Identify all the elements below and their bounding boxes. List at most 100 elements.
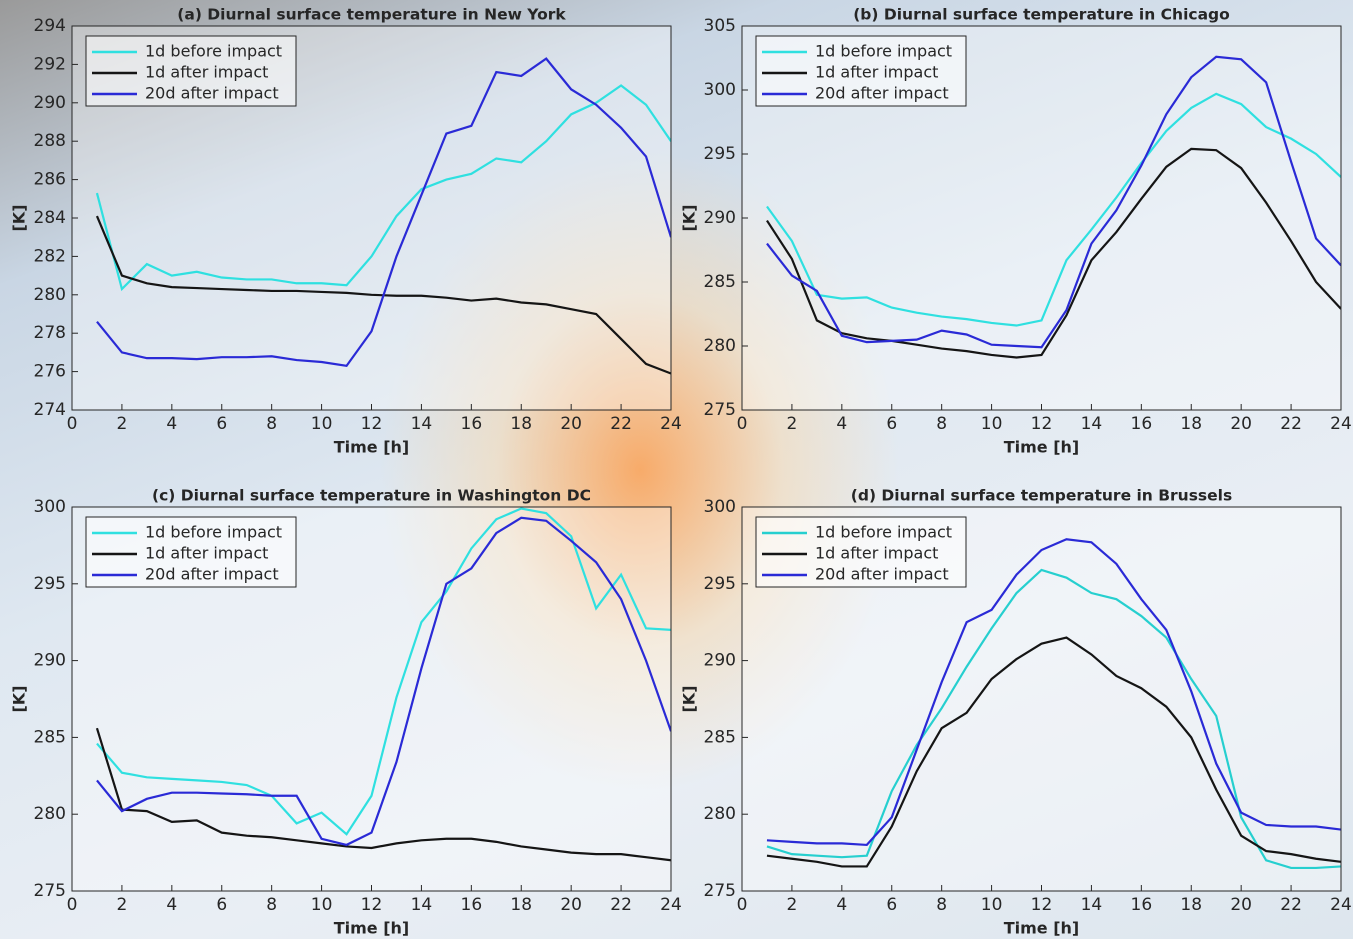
- y-tick-label: 275: [704, 881, 736, 901]
- y-tick-label: 275: [704, 400, 736, 420]
- x-tick-label: 0: [67, 414, 78, 434]
- x-tick-label: 22: [1280, 895, 1302, 915]
- y-tick-label: 295: [704, 574, 736, 594]
- y-tick-label: 300: [34, 497, 66, 517]
- y-tick-label: 284: [34, 208, 66, 228]
- y-tick-label: 280: [34, 285, 66, 305]
- x-tick-label: 4: [166, 895, 177, 915]
- x-tick-label: 14: [411, 895, 433, 915]
- x-tick-label: 0: [67, 895, 78, 915]
- y-tick-label: 290: [704, 208, 736, 228]
- x-tick-label: 14: [1081, 414, 1103, 434]
- y-axis-label: [K]: [680, 204, 699, 231]
- y-axis-label: [K]: [10, 685, 29, 712]
- y-tick-label: 300: [704, 497, 736, 517]
- x-tick-label: 4: [836, 895, 847, 915]
- y-tick-label: 286: [34, 170, 66, 190]
- x-tick-label: 18: [510, 895, 532, 915]
- y-tick-label: 290: [34, 651, 66, 671]
- x-tick-label: 14: [1081, 895, 1103, 915]
- x-tick-label: 20: [1230, 414, 1252, 434]
- x-tick-label: 2: [787, 414, 798, 434]
- x-tick-label: 12: [1031, 895, 1053, 915]
- x-tick-label: 6: [216, 895, 227, 915]
- x-tick-label: 10: [981, 414, 1003, 434]
- x-tick-label: 22: [1280, 414, 1302, 434]
- y-tick-label: 288: [34, 131, 66, 151]
- x-tick-label: 2: [787, 895, 798, 915]
- x-tick-label: 10: [311, 414, 333, 434]
- legend-label: 20d after impact: [815, 565, 949, 584]
- y-tick-label: 300: [704, 80, 736, 100]
- chart-title: (a) Diurnal surface temperature in New Y…: [177, 6, 566, 24]
- legend-label: 1d before impact: [815, 523, 952, 542]
- x-tick-label: 10: [311, 895, 333, 915]
- page: 0246810121416182022242742762782802822842…: [0, 0, 1353, 939]
- legend-label: 1d after impact: [815, 544, 938, 563]
- legend-label: 1d before impact: [815, 42, 952, 61]
- y-tick-label: 280: [704, 336, 736, 356]
- figure: 0246810121416182022242742762782802822842…: [0, 0, 1353, 939]
- x-tick-label: 22: [610, 414, 632, 434]
- legend-label: 20d after impact: [815, 84, 949, 103]
- legend-label: 20d after impact: [145, 84, 279, 103]
- chart-title: (c) Diurnal surface temperature in Washi…: [152, 487, 591, 505]
- x-tick-label: 16: [461, 895, 483, 915]
- x-tick-label: 24: [1330, 414, 1352, 434]
- chart-title: (b) Diurnal surface temperature in Chica…: [853, 6, 1230, 24]
- x-tick-label: 24: [1330, 895, 1352, 915]
- x-tick-label: 6: [886, 414, 897, 434]
- x-tick-label: 20: [560, 895, 582, 915]
- y-tick-label: 295: [704, 144, 736, 164]
- y-tick-label: 294: [34, 16, 66, 36]
- x-tick-label: 18: [1180, 414, 1202, 434]
- y-tick-label: 295: [34, 574, 66, 594]
- x-axis-label: Time [h]: [1004, 919, 1080, 938]
- x-axis-label: Time [h]: [334, 438, 410, 457]
- x-tick-label: 4: [166, 414, 177, 434]
- y-tick-label: 290: [704, 651, 736, 671]
- x-tick-label: 16: [1131, 895, 1153, 915]
- x-tick-label: 20: [1230, 895, 1252, 915]
- x-tick-label: 22: [610, 895, 632, 915]
- x-tick-label: 18: [510, 414, 532, 434]
- y-tick-label: 285: [704, 272, 736, 292]
- x-tick-label: 24: [660, 414, 682, 434]
- legend-label: 1d before impact: [145, 42, 282, 61]
- legend-label: 1d before impact: [145, 523, 282, 542]
- y-tick-label: 292: [34, 54, 66, 74]
- x-tick-label: 0: [737, 895, 748, 915]
- y-tick-label: 280: [34, 804, 66, 824]
- x-tick-label: 8: [936, 414, 947, 434]
- y-tick-label: 282: [34, 246, 66, 266]
- x-tick-label: 2: [117, 414, 128, 434]
- y-axis-label: [K]: [10, 204, 29, 231]
- x-tick-label: 6: [886, 895, 897, 915]
- y-tick-label: 275: [34, 881, 66, 901]
- y-tick-label: 280: [704, 804, 736, 824]
- x-tick-label: 2: [117, 895, 128, 915]
- x-tick-label: 20: [560, 414, 582, 434]
- y-tick-label: 285: [704, 727, 736, 747]
- legend-label: 1d after impact: [145, 544, 268, 563]
- chart-title: (d) Diurnal surface temperature in Bruss…: [851, 487, 1232, 505]
- x-tick-label: 12: [361, 414, 383, 434]
- x-tick-label: 16: [461, 414, 483, 434]
- legend-label: 1d after impact: [145, 63, 268, 82]
- x-tick-label: 8: [266, 414, 277, 434]
- x-tick-label: 8: [266, 895, 277, 915]
- x-tick-label: 18: [1180, 895, 1202, 915]
- x-tick-label: 8: [936, 895, 947, 915]
- y-tick-label: 274: [34, 400, 66, 420]
- x-tick-label: 12: [361, 895, 383, 915]
- x-axis-label: Time [h]: [1004, 438, 1080, 457]
- x-tick-label: 4: [836, 414, 847, 434]
- y-axis-label: [K]: [680, 685, 699, 712]
- x-tick-label: 16: [1131, 414, 1153, 434]
- x-axis-label: Time [h]: [334, 919, 410, 938]
- x-tick-label: 12: [1031, 414, 1053, 434]
- y-tick-label: 276: [34, 362, 66, 382]
- legend-label: 20d after impact: [145, 565, 279, 584]
- x-tick-label: 0: [737, 414, 748, 434]
- y-tick-label: 285: [34, 727, 66, 747]
